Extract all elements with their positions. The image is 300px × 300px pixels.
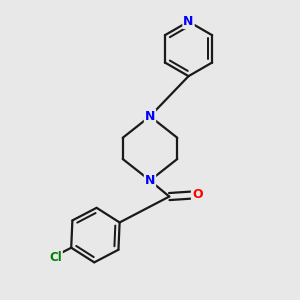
Text: Cl: Cl xyxy=(49,251,62,264)
Text: O: O xyxy=(192,188,202,202)
Text: N: N xyxy=(145,110,155,123)
Text: N: N xyxy=(145,174,155,187)
Text: N: N xyxy=(183,15,194,28)
